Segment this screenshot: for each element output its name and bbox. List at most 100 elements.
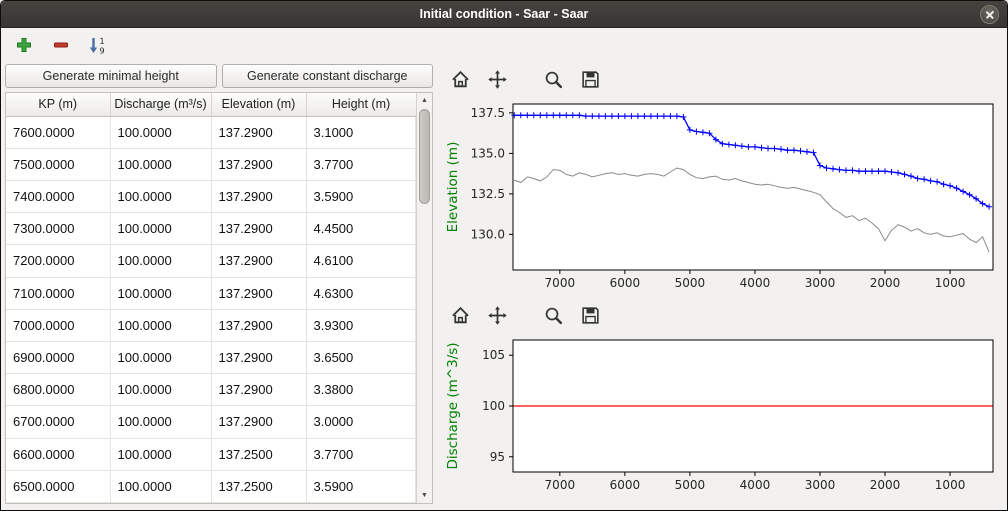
zoom-button[interactable] xyxy=(540,66,566,92)
sort-button[interactable]: 1 9 xyxy=(86,33,110,57)
table-cell[interactable]: 3.7700 xyxy=(306,438,416,471)
table-cell[interactable]: 137.2500 xyxy=(211,470,307,503)
column-header-2[interactable]: Elevation (m) xyxy=(211,93,307,117)
save-button[interactable] xyxy=(577,66,603,92)
table-cell[interactable]: 137.2900 xyxy=(211,180,307,214)
table-cell[interactable]: 4.6300 xyxy=(306,277,416,310)
table-cell[interactable]: 100.0000 xyxy=(110,277,212,310)
home-button[interactable] xyxy=(447,302,473,328)
table-cell[interactable]: 3.1000 xyxy=(306,116,416,149)
table-cell[interactable]: 100.0000 xyxy=(110,244,212,278)
scroll-down-button[interactable]: ▼ xyxy=(417,488,432,503)
table-cell[interactable]: 137.2900 xyxy=(211,277,307,310)
table-cell[interactable]: 4.6100 xyxy=(306,244,416,278)
save-button[interactable] xyxy=(577,302,603,328)
close-button[interactable] xyxy=(980,5,999,24)
table-cell[interactable]: 137.2900 xyxy=(211,341,307,375)
table-cell[interactable]: 100.0000 xyxy=(110,180,212,214)
y-tick-label: 137.5 xyxy=(471,106,505,120)
add-row-button[interactable] xyxy=(12,33,36,57)
table-cell[interactable]: 3.5900 xyxy=(306,470,416,503)
table-cell[interactable]: 7500.0000 xyxy=(6,148,111,181)
x-tick-label: 1000 xyxy=(935,478,966,492)
table-cell[interactable]: 7600.0000 xyxy=(6,116,111,149)
x-tick-label: 7000 xyxy=(545,276,576,290)
table-cell[interactable]: 100.0000 xyxy=(110,116,212,149)
pan-button[interactable] xyxy=(484,66,510,92)
generate-constant-discharge-button[interactable]: Generate constant discharge xyxy=(221,64,433,88)
table-row: 7000.0000 100.0000 137.2900 3.9300 xyxy=(6,309,416,342)
discharge-plot[interactable]: 7000 6000 5000 4000 3000 2000 1000 105 100 95 Disc… xyxy=(439,330,1001,502)
generate-minimal-height-button[interactable]: Generate minimal height xyxy=(5,64,217,88)
table-cell[interactable]: 137.2900 xyxy=(211,148,307,181)
elevation-plot-toolbar xyxy=(439,64,1003,94)
table-cell[interactable]: 137.2900 xyxy=(211,309,307,342)
table-cell[interactable]: 100.0000 xyxy=(110,405,212,439)
table-cell[interactable]: 137.2900 xyxy=(211,212,307,246)
y-tick-label: 132.5 xyxy=(471,187,505,201)
titlebar[interactable]: Initial condition - Saar - Saar xyxy=(1,1,1007,28)
table-cell[interactable]: 3.5900 xyxy=(306,180,416,214)
plus-icon xyxy=(17,38,31,52)
discharge-chart-block: 7000 6000 5000 4000 3000 2000 1000 105 100 95 Disc… xyxy=(439,300,1003,502)
right-panel: 7000 6000 5000 4000 3000 2000 1000 137.5 135.0 13… xyxy=(439,64,1003,504)
pan-button[interactable] xyxy=(484,302,510,328)
table-cell[interactable]: 6800.0000 xyxy=(6,373,111,407)
table-cell[interactable]: 3.0000 xyxy=(306,405,416,439)
sort-first-number: 1 xyxy=(99,37,104,46)
table-cell[interactable]: 6900.0000 xyxy=(6,341,111,375)
table-cell[interactable]: 7000.0000 xyxy=(6,309,111,342)
column-header-1[interactable]: Discharge (m³/s) xyxy=(110,93,212,117)
table-cell[interactable]: 100.0000 xyxy=(110,373,212,407)
x-tick-label: 2000 xyxy=(870,276,901,290)
table-cell[interactable]: 100.0000 xyxy=(110,470,212,503)
table-cell[interactable]: 3.9300 xyxy=(306,309,416,342)
table-cell[interactable]: 7200.0000 xyxy=(6,244,111,278)
scroll-up-button[interactable]: ▲ xyxy=(417,93,432,108)
table-row: 7600.0000 100.0000 137.2900 3.1000 xyxy=(6,116,416,149)
table-cell[interactable]: 137.2900 xyxy=(211,244,307,278)
table-cell[interactable]: 137.2900 xyxy=(211,116,307,149)
remove-row-button[interactable] xyxy=(49,33,73,57)
scroll-down-icon: ▼ xyxy=(421,492,428,499)
sort-last-number: 9 xyxy=(99,46,104,55)
table-cell[interactable]: 7100.0000 xyxy=(6,277,111,310)
x-tick-label: 6000 xyxy=(610,478,641,492)
table-cell[interactable]: 100.0000 xyxy=(110,309,212,342)
scroll-up-icon: ▲ xyxy=(421,97,428,104)
x-tick-label: 7000 xyxy=(545,478,576,492)
table-cell[interactable]: 137.2900 xyxy=(211,373,307,407)
column-header-0[interactable]: KP (m) xyxy=(6,93,111,117)
table-cell[interactable]: 137.2900 xyxy=(211,405,307,439)
table-cell[interactable]: 4.4500 xyxy=(306,212,416,246)
zoom-button[interactable] xyxy=(540,302,566,328)
table-row: 6600.0000 100.0000 137.2500 3.7700 xyxy=(6,438,416,471)
column-header-3[interactable]: Height (m) xyxy=(306,93,416,117)
table-cell[interactable]: 100.0000 xyxy=(110,438,212,471)
table-scrollbar[interactable]: ▲ ▼ xyxy=(416,93,432,503)
table-row: 7500.0000 100.0000 137.2900 3.7700 xyxy=(6,148,416,181)
table-cell[interactable]: 7400.0000 xyxy=(6,180,111,214)
table-row: 7200.0000 100.0000 137.2900 4.6100 xyxy=(6,244,416,278)
table-cell[interactable]: 3.7700 xyxy=(306,148,416,181)
elevation-plot[interactable]: 7000 6000 5000 4000 3000 2000 1000 137.5 135.0 13… xyxy=(439,94,1001,300)
magnifier-icon xyxy=(545,71,562,88)
table-cell[interactable]: 100.0000 xyxy=(110,148,212,181)
main-toolbar: 1 9 xyxy=(1,28,1007,62)
table-cell[interactable]: 7300.0000 xyxy=(6,212,111,246)
plot-background xyxy=(513,104,993,270)
table-cell[interactable]: 100.0000 xyxy=(110,212,212,246)
table-cell[interactable]: 6700.0000 xyxy=(6,405,111,439)
scrollbar-track[interactable] xyxy=(417,108,432,488)
table-cell[interactable]: 6600.0000 xyxy=(6,438,111,471)
home-button[interactable] xyxy=(447,66,473,92)
table-cell[interactable]: 3.6500 xyxy=(306,341,416,375)
table-cell[interactable]: 3.3800 xyxy=(306,373,416,407)
table-cell[interactable]: 100.0000 xyxy=(110,341,212,375)
x-tick-label: 2000 xyxy=(870,478,901,492)
table-cell[interactable]: 6500.0000 xyxy=(6,470,111,503)
scrollbar-thumb[interactable] xyxy=(419,109,430,204)
y-axis-label: Elevation (m) xyxy=(445,142,461,233)
table-cell[interactable]: 137.2500 xyxy=(211,438,307,471)
